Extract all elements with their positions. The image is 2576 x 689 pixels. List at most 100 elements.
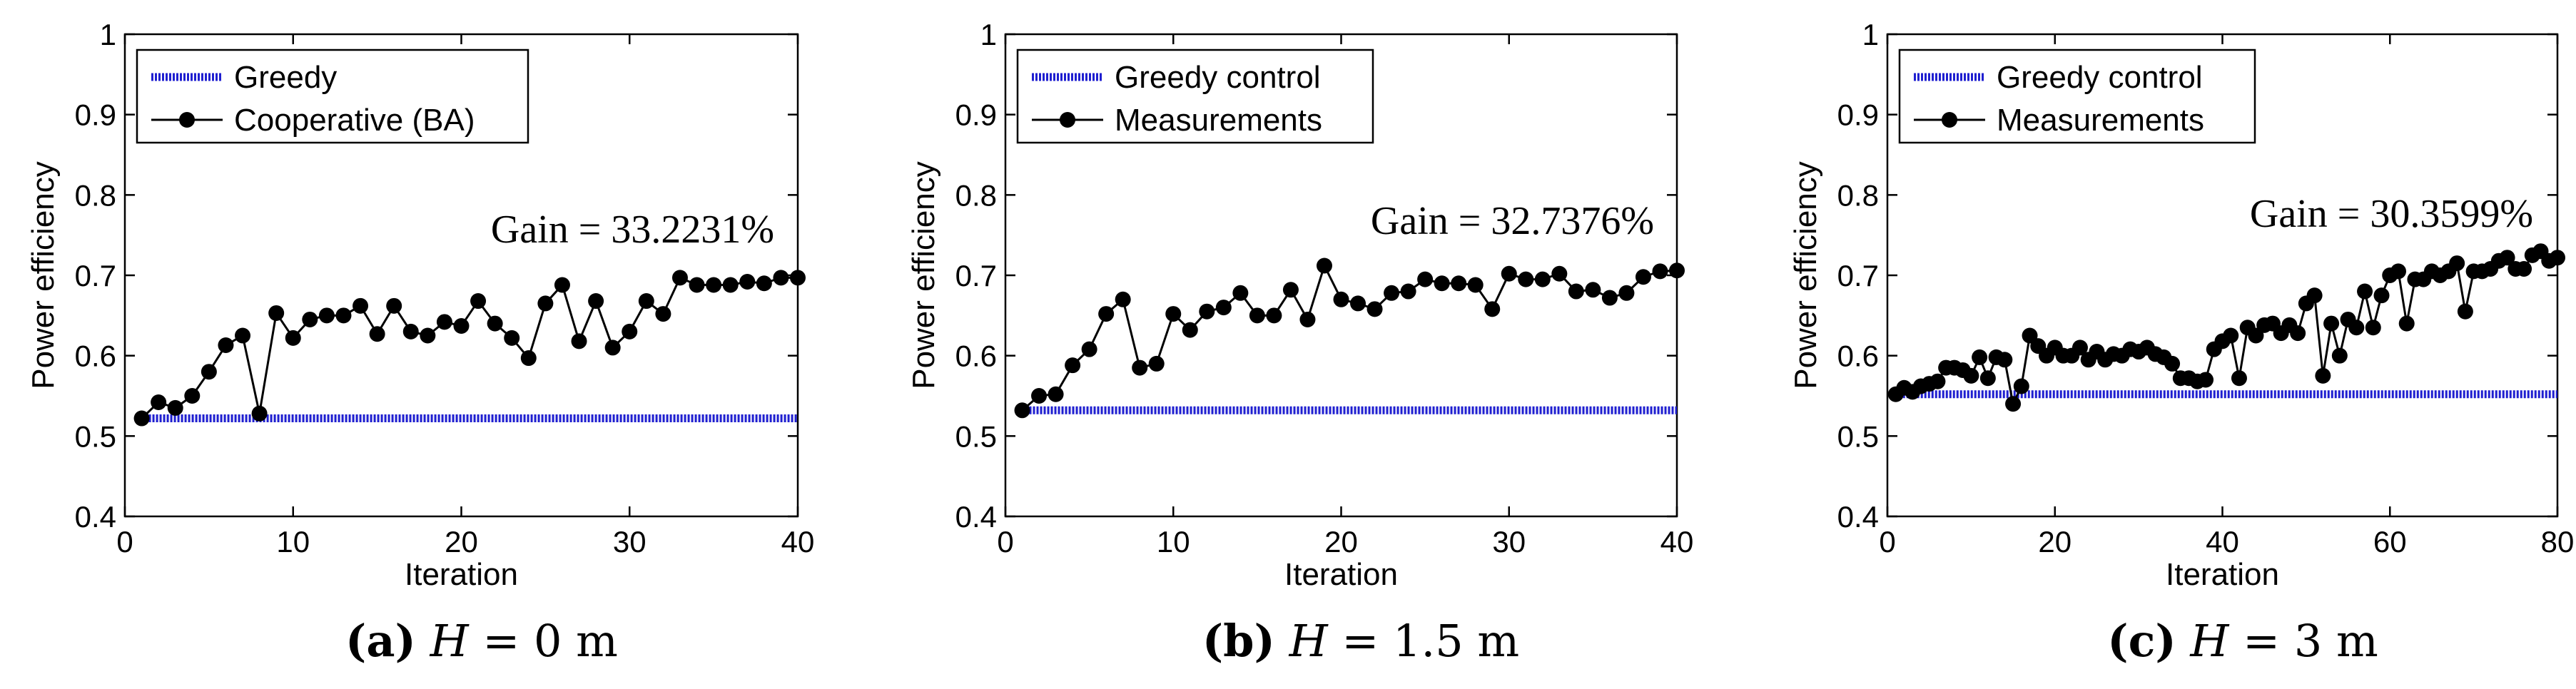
data-point: [184, 388, 201, 404]
y-tick-label: 0.7: [955, 259, 997, 292]
legend-swatch-marker: [179, 112, 195, 128]
legend-box: [1898, 49, 2256, 144]
data-point: [1081, 341, 1097, 357]
data-point: [2198, 372, 2214, 388]
data-point: [386, 297, 402, 314]
data-point: [2550, 250, 2565, 266]
legend-label: Measurements: [1997, 103, 2204, 138]
legend-swatch-marker: [1942, 112, 1957, 128]
data-point: [302, 311, 318, 327]
data-point: [268, 305, 285, 321]
data-point: [1115, 291, 1131, 307]
data-point: [554, 277, 570, 293]
data-point: [2290, 325, 2306, 342]
data-point: [1930, 373, 1946, 389]
caption-c-letter: (c): [2107, 615, 2176, 667]
y-tick-label: 0.7: [1837, 259, 1879, 292]
caption-b: (b) H = 1.5 m: [1004, 615, 1718, 679]
x-axis-label: Iteration: [405, 557, 518, 592]
data-point: [1635, 269, 1651, 285]
legend-swatch-marker: [1060, 112, 1075, 128]
data-point: [537, 295, 554, 312]
y-tick-label: 0.4: [1837, 500, 1879, 534]
data-point: [1434, 275, 1450, 292]
y-tick-label: 0.6: [75, 340, 116, 373]
data-point: [756, 275, 772, 292]
y-tick-label: 0.6: [1837, 340, 1879, 373]
y-tick-label: 1: [100, 18, 116, 51]
data-point: [1601, 290, 1618, 306]
data-point: [1232, 285, 1249, 301]
data-point: [1568, 283, 1584, 300]
data-point: [353, 297, 369, 314]
x-tick-label: 60: [2373, 525, 2407, 558]
data-point: [1148, 355, 1165, 372]
caption-c-value: = 3 m: [2228, 615, 2378, 667]
y-tick-label: 0.8: [955, 178, 997, 212]
data-point: [1316, 257, 1332, 274]
data-point: [2022, 327, 2038, 344]
data-point: [2357, 283, 2373, 300]
y-tick-label: 0.5: [75, 419, 116, 453]
data-point: [1048, 386, 1064, 402]
data-point: [1963, 367, 1979, 384]
data-point: [285, 330, 301, 346]
data-point: [671, 270, 688, 286]
data-point: [1400, 283, 1416, 300]
data-point: [2449, 255, 2465, 272]
x-axis-label: Iteration: [2166, 557, 2279, 592]
data-point: [1182, 322, 1198, 338]
data-point: [706, 277, 722, 293]
data-point: [201, 364, 217, 380]
y-tick-label: 0.5: [1837, 419, 1879, 453]
caption-c-var: H: [2190, 615, 2229, 667]
legend-label: Cooperative (BA): [234, 103, 475, 138]
data-point: [402, 323, 419, 340]
caption-b-var: H: [1289, 615, 1328, 667]
data-point: [470, 293, 487, 310]
legend-box: [1016, 49, 1374, 144]
data-point: [2005, 396, 2022, 412]
x-tick-label: 30: [1492, 525, 1526, 558]
data-point: [1997, 352, 2013, 368]
data-point: [251, 405, 268, 422]
data-point: [2499, 250, 2515, 266]
x-tick-label: 40: [1660, 525, 1694, 558]
series-measured-line: [141, 276, 798, 419]
data-point: [2348, 320, 2365, 336]
data-point: [504, 330, 520, 346]
y-tick-label: 0.7: [75, 259, 116, 292]
data-point: [453, 317, 470, 334]
data-point: [1031, 388, 1048, 404]
data-point: [1467, 277, 1484, 293]
x-tick-label: 20: [445, 525, 478, 558]
caption-a-var: H: [430, 615, 469, 667]
legend-label: Greedy: [234, 60, 337, 95]
series-measured-line: [1021, 262, 1678, 412]
data-point: [2223, 327, 2239, 344]
legend-label: Greedy control: [1115, 60, 1321, 95]
data-point: [487, 315, 503, 332]
y-axis-label: Power efficiency: [1788, 161, 1823, 389]
data-point: [2231, 370, 2247, 387]
caption-c: (c) H = 3 m: [1886, 615, 2576, 679]
data-point: [739, 274, 756, 290]
data-point: [1518, 271, 1534, 287]
x-tick-label: 0: [116, 525, 133, 558]
data-point: [2072, 340, 2088, 356]
x-tick-label: 20: [2038, 525, 2072, 558]
data-point: [1350, 295, 1366, 312]
data-point: [588, 293, 604, 310]
data-point: [722, 277, 739, 293]
y-tick-label: 0.5: [955, 419, 997, 453]
data-point: [167, 399, 183, 416]
data-point: [1384, 285, 1400, 301]
y-tick-label: 0.9: [75, 98, 116, 132]
data-point: [133, 410, 150, 427]
data-point: [655, 306, 671, 322]
data-point: [1551, 265, 1568, 282]
caption-a: (a) H = 0 m: [125, 615, 838, 679]
x-tick-label: 0: [1879, 525, 1895, 558]
x-tick-label: 80: [2541, 525, 2575, 558]
